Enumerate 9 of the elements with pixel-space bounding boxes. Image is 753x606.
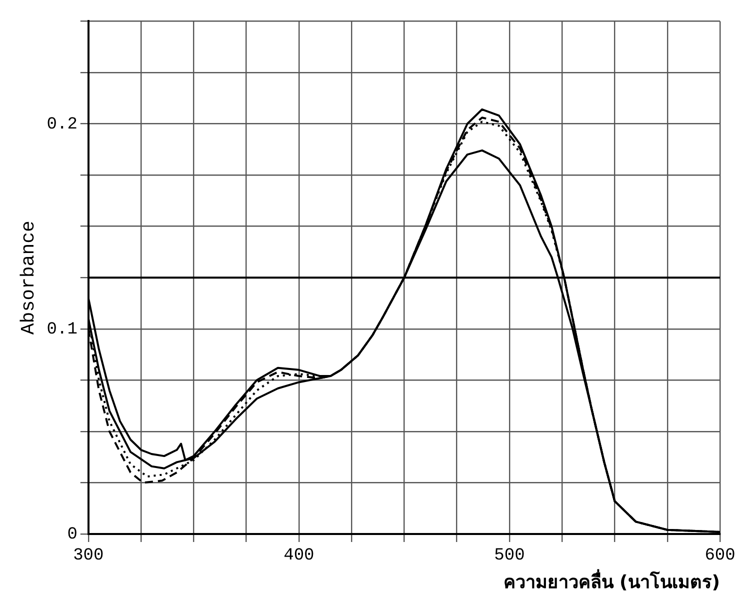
y-axis-title: Absorbance	[17, 220, 40, 335]
x-tick-label: 500	[494, 546, 525, 566]
x-tick-label: 600	[704, 546, 736, 566]
y-tick-label: 0.2	[46, 115, 78, 134]
x-axis-title: ความยาวคลื่น (นาโนเมตร)	[503, 568, 720, 593]
y-tick-label: 0.1	[46, 320, 78, 340]
x-tick-label: 400	[284, 546, 314, 566]
x-tick-label: 300	[73, 546, 104, 566]
y-tick-label: 0	[67, 526, 78, 544]
